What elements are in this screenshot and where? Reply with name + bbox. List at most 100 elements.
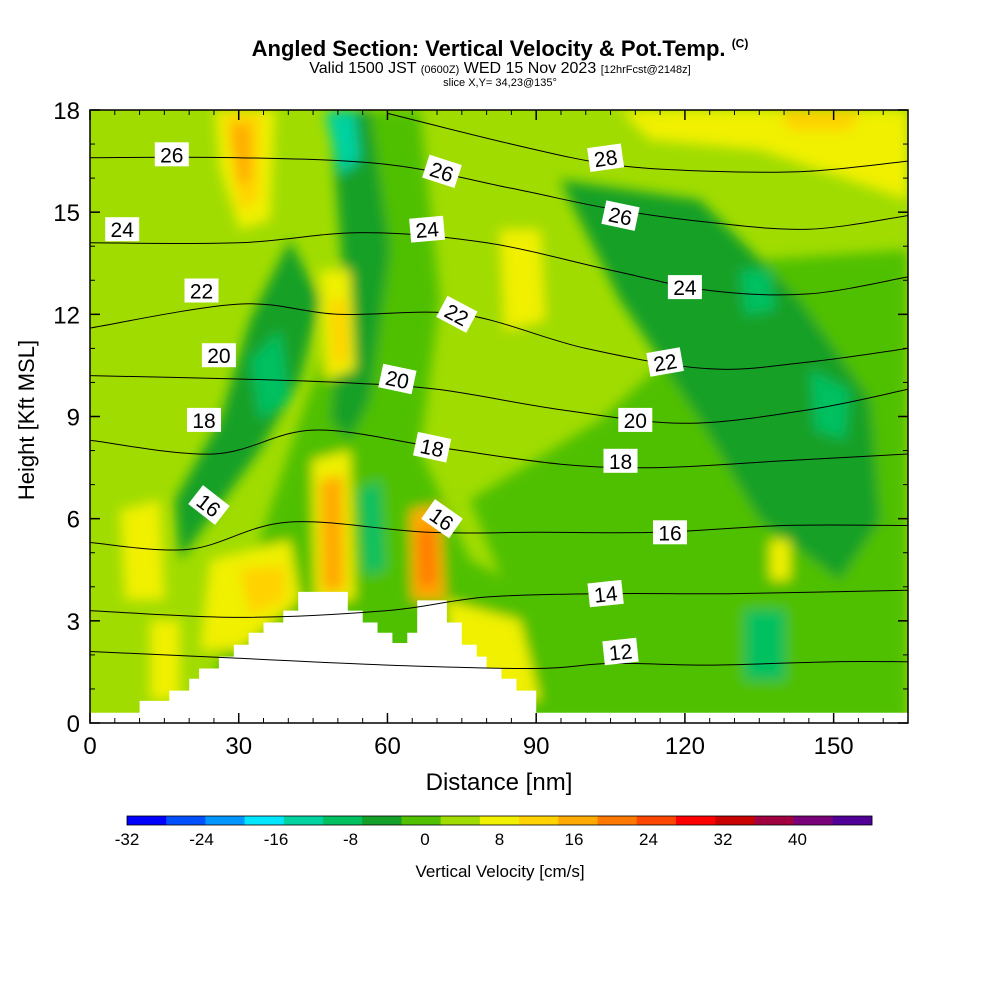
x-tick-label: 0 — [83, 733, 96, 760]
contour-label-box — [587, 143, 625, 172]
field-region — [325, 112, 360, 175]
y-tick-label: 15 — [53, 200, 80, 227]
contour-label-text: 24 — [673, 277, 697, 300]
colorbar-swatch — [519, 816, 559, 825]
colorbar-tick-label: -16 — [264, 830, 289, 849]
contour-label-box — [154, 142, 189, 167]
contour-label-text: 20 — [207, 345, 230, 368]
contour-label: 20 — [618, 407, 653, 433]
colorbar-tick-label: 24 — [639, 830, 658, 849]
y-tick-label: 6 — [67, 507, 80, 534]
contour-label-box — [587, 579, 624, 608]
field-region — [745, 610, 785, 680]
field-region — [320, 475, 345, 592]
contour-label-box — [105, 217, 140, 242]
colorbar-swatch — [636, 816, 677, 825]
theta-contour-22 — [90, 303, 908, 370]
contour-label: 24 — [105, 217, 140, 242]
colorbar-tick-label: 16 — [565, 830, 584, 849]
contour-label-text: 22 — [190, 281, 213, 304]
contour-label-text: 26 — [160, 144, 183, 167]
theta-contour-26 — [90, 156, 908, 230]
contour-labels: 2624222018162624222018162826242220181614… — [105, 142, 702, 666]
field-region — [150, 620, 180, 700]
x-tick-label: 90 — [523, 733, 550, 760]
contour-label-box — [184, 278, 219, 303]
field-region — [780, 110, 860, 130]
contour-label-box — [653, 520, 687, 545]
contour-label: 14 — [587, 579, 624, 608]
theta-contour-20 — [90, 375, 908, 424]
y-tick-label: 0 — [67, 711, 80, 738]
contour-label-text: 24 — [111, 219, 135, 242]
contour-label-box — [667, 275, 702, 300]
field-region — [418, 528, 436, 588]
copyright-mark: (C) — [731, 36, 749, 51]
contour-label-box — [436, 295, 478, 333]
field-region — [230, 125, 250, 185]
colorbar-tick-label: -24 — [189, 830, 214, 849]
contour-label-text: 18 — [192, 410, 215, 433]
field-region — [770, 540, 790, 580]
slice-info: slice X,Y= 34,23@135° — [443, 77, 557, 89]
contour-label-box — [201, 343, 236, 368]
contour-label-text: 26 — [606, 203, 634, 230]
contour-label-text: 16 — [658, 522, 681, 545]
contour-label: 28 — [587, 143, 625, 172]
x-tick-label: 60 — [374, 733, 401, 760]
colorbar: -32 -24 -16 -8 0 8 16 24 32 40 — [115, 815, 873, 849]
contour-label-text: 14 — [593, 582, 619, 607]
field-region — [810, 370, 850, 440]
x-tick-label: 120 — [665, 733, 705, 760]
contour-label-box — [188, 485, 230, 525]
field-region — [500, 230, 545, 330]
colorbar-tick-label: 0 — [420, 830, 429, 849]
field-region — [250, 330, 290, 420]
field-region — [740, 270, 775, 315]
contour-label-box — [409, 215, 446, 243]
contour-label: 22 — [436, 295, 478, 333]
contour-label: 26 — [154, 142, 189, 167]
contour-label: 18 — [603, 448, 638, 474]
colorbar-tick-label: 32 — [714, 830, 733, 849]
theta-contour-24 — [90, 232, 908, 296]
contour-label-box — [601, 200, 640, 231]
chart-title-text: Angled Section: Vertical Velocity & Pot.… — [251, 36, 726, 61]
colorbar-swatch — [715, 816, 755, 825]
contour-label-box — [618, 407, 653, 432]
contour-label-box — [603, 448, 638, 473]
colorbar-frame — [126, 815, 873, 826]
contour-label: 24 — [667, 275, 702, 300]
x-axis-label: Distance [nm] — [426, 769, 573, 796]
velocity-field: 2624222018162624222018162826242220181614… — [90, 110, 908, 723]
contour-label-text: 28 — [593, 146, 619, 172]
valid-date: WED 15 Nov 2023 — [463, 60, 597, 77]
contour-label-box — [378, 363, 417, 395]
contour-label-box — [422, 154, 462, 188]
contour-label: 20 — [201, 343, 236, 368]
axes: 0 30 60 90 120 150 0 3 6 9 12 15 18 — [53, 98, 908, 760]
colorbar-swatch — [832, 816, 873, 825]
contour-label: 22 — [184, 278, 219, 304]
contour-label-text: 24 — [415, 218, 441, 243]
y-tick-label: 3 — [67, 609, 80, 636]
colorbar-label: Vertical Velocity [cm/s] — [415, 862, 585, 881]
x-tick-label: 30 — [225, 733, 252, 760]
colorbar-tick-label: -32 — [115, 830, 140, 849]
contour-label: 20 — [378, 363, 417, 395]
colorbar-swatch — [479, 816, 520, 825]
colorbar-swatch — [597, 816, 638, 825]
forecast-tag: [12hrFcst@2148z] — [600, 64, 691, 76]
colorbar-swatch — [440, 816, 481, 825]
y-tick-label: 9 — [67, 405, 80, 432]
field-region — [120, 500, 165, 600]
colorbar-tick-label: 40 — [788, 830, 807, 849]
colorbar-swatch — [754, 816, 794, 825]
colorbar-swatch — [558, 816, 598, 825]
chart-title: Angled Section: Vertical Velocity & Pot.… — [0, 36, 1000, 62]
colorbar-swatch — [793, 816, 834, 825]
contour-label: 18 — [187, 407, 221, 433]
contour-label-text: 18 — [609, 451, 632, 474]
field-region — [175, 240, 320, 560]
